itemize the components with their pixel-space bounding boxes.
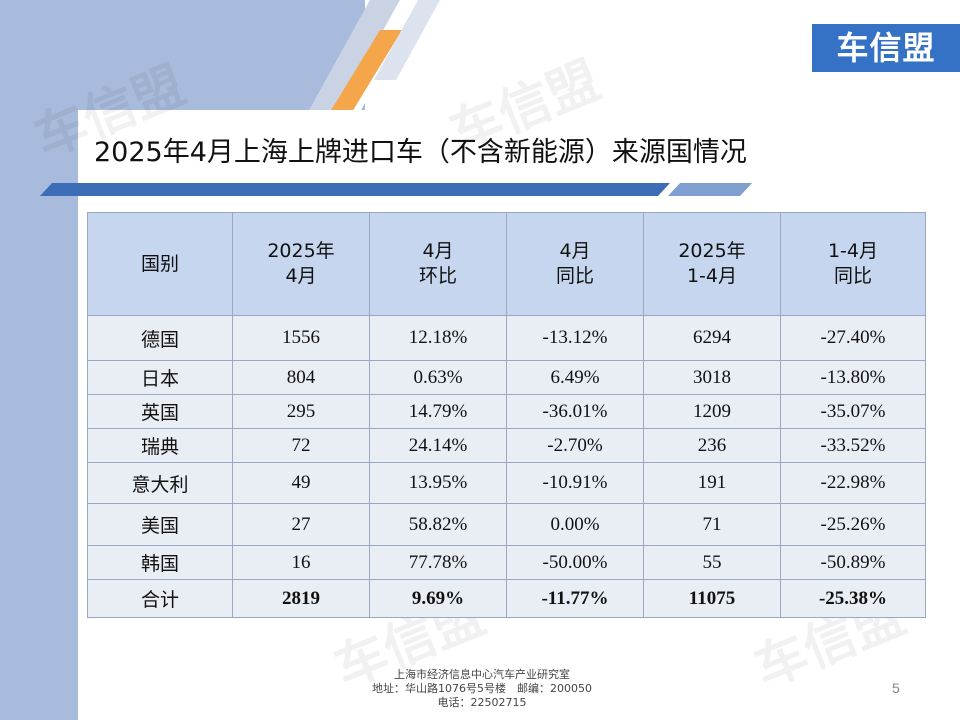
table-row: 意大利 49 13.95% -10.91% 191 -22.98% (87, 462, 926, 504)
ytd-cell: 55 (643, 545, 781, 580)
table-row: 瑞典 72 24.14% -2.70% 236 -33.52% (87, 428, 926, 463)
ytd-cell: 3018 (643, 360, 781, 395)
country-cell: 德国 (87, 315, 233, 361)
country-cell: 韩国 (87, 545, 233, 580)
total-ytd-yoy-cell: -25.38% (780, 579, 926, 618)
header-ytd-2025: 2025年 1-4月 (643, 212, 781, 316)
table-row: 美国 27 58.82% 0.00% 71 -25.26% (87, 503, 926, 546)
yoy-cell: -13.12% (506, 315, 644, 361)
header-country: 国别 (87, 212, 233, 316)
header-ytd-yoy: 1-4月 同比 (780, 212, 926, 316)
table-total-row: 合计 2819 9.69% -11.77% 11075 -25.38% (87, 579, 926, 618)
yoy-cell: -2.70% (506, 428, 644, 463)
yoy-cell: -36.01% (506, 394, 644, 429)
country-cell: 美国 (87, 503, 233, 546)
yoy-cell: 6.49% (506, 360, 644, 395)
apr-cell: 72 (232, 428, 370, 463)
country-cell: 英国 (87, 394, 233, 429)
footer-address: 地址：华山路1076号5号楼 邮编：200050 (372, 682, 592, 695)
brand-logo: 车信盟 (812, 24, 960, 72)
title-underline-bar (40, 183, 752, 196)
country-cell: 意大利 (87, 462, 233, 504)
background-side-band (0, 0, 78, 720)
ytd-yoy-cell: -33.52% (780, 428, 926, 463)
apr-cell: 49 (232, 462, 370, 504)
ytd-cell: 191 (643, 462, 781, 504)
apr-cell: 27 (232, 503, 370, 546)
mom-cell: 12.18% (369, 315, 507, 361)
total-ytd-cell: 11075 (643, 579, 781, 618)
yoy-cell: 0.00% (506, 503, 644, 546)
mom-cell: 77.78% (369, 545, 507, 580)
table-row: 德国 1556 12.18% -13.12% 6294 -27.40% (87, 315, 926, 361)
mom-cell: 58.82% (369, 503, 507, 546)
total-yoy-cell: -11.77% (506, 579, 644, 618)
total-apr-cell: 2819 (232, 579, 370, 618)
total-mom-cell: 9.69% (369, 579, 507, 618)
source-country-table: 国别 2025年 4月 4月 环比 4月 同比 2025年 1-4月 1-4月 同比 德国… (87, 212, 926, 618)
table-row: 日本 804 0.63% 6.49% 3018 -13.80% (87, 360, 926, 395)
header-apr-yoy: 4月 同比 (506, 212, 644, 316)
ytd-yoy-cell: -22.98% (780, 462, 926, 504)
header-apr-mom: 4月 环比 (369, 212, 507, 316)
mom-cell: 0.63% (369, 360, 507, 395)
mom-cell: 13.95% (369, 462, 507, 504)
ytd-cell: 71 (643, 503, 781, 546)
yoy-cell: -50.00% (506, 545, 644, 580)
ytd-cell: 1209 (643, 394, 781, 429)
header-apr-2025: 2025年 4月 (232, 212, 370, 316)
decorative-stripes (308, 0, 440, 112)
table-row: 英国 295 14.79% -36.01% 1209 -35.07% (87, 394, 926, 429)
footer-phone: 电话：22502715 (437, 696, 527, 709)
background-top-band (0, 0, 365, 110)
apr-cell: 295 (232, 394, 370, 429)
ytd-cell: 236 (643, 428, 781, 463)
page-number: 5 (892, 680, 900, 696)
country-cell: 瑞典 (87, 428, 233, 463)
table-row: 韩国 16 77.78% -50.00% 55 -50.89% (87, 545, 926, 580)
apr-cell: 1556 (232, 315, 370, 361)
ytd-yoy-cell: -27.40% (780, 315, 926, 361)
mom-cell: 14.79% (369, 394, 507, 429)
country-cell: 日本 (87, 360, 233, 395)
slide-title: 2025年4月上海上牌进口车（不含新能源）来源国情况 (94, 137, 747, 168)
ytd-yoy-cell: -35.07% (780, 394, 926, 429)
apr-cell: 16 (232, 545, 370, 580)
ytd-cell: 6294 (643, 315, 781, 361)
mom-cell: 24.14% (369, 428, 507, 463)
yoy-cell: -10.91% (506, 462, 644, 504)
table-header-row: 国别 2025年 4月 4月 环比 4月 同比 2025年 1-4月 1-4月 同比 (87, 212, 926, 316)
total-label-cell: 合计 (87, 579, 233, 618)
apr-cell: 804 (232, 360, 370, 395)
footer-contact: 上海市经济信息中心汽车产业研究室 地址：华山路1076号5号楼 邮编：20005… (352, 668, 612, 710)
ytd-yoy-cell: -25.26% (780, 503, 926, 546)
ytd-yoy-cell: -50.89% (780, 545, 926, 580)
ytd-yoy-cell: -13.80% (780, 360, 926, 395)
footer-org: 上海市经济信息中心汽车产业研究室 (394, 668, 570, 681)
